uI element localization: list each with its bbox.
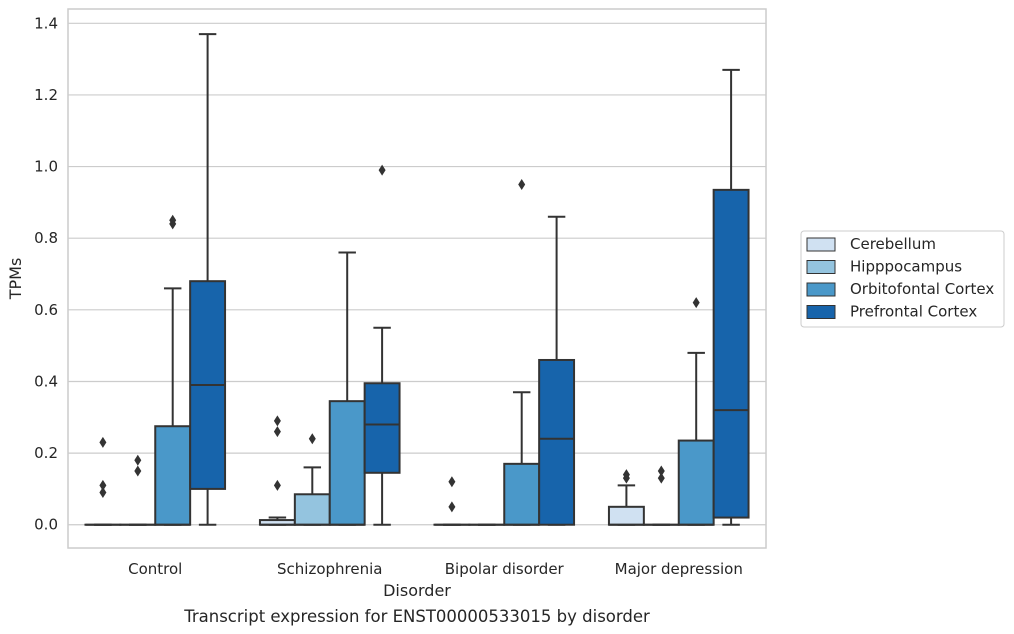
box-bipolar-disorder-prefrontal-cortex [538,215,576,526]
outlier-point [308,433,316,445]
box-bipolar-disorder-cerebellum [433,476,471,526]
y-tick-labels: 0.0 0.2 0.4 0.6 0.8 1.0 1.2 1.4 [34,14,58,533]
outlier-point [622,469,630,481]
x-tick-label-control: Control [128,560,182,578]
legend-frame [800,230,1005,328]
outlier-point [273,479,281,491]
box-schizophrenia-orbitofontal-cortex [328,251,366,526]
outlier-point [99,436,107,448]
legend-swatch-cerebellum [806,237,836,252]
y-tick-label: 0.4 [34,372,58,390]
box-major-depression-hipppocampus [642,465,680,526]
iqr-box [607,505,645,526]
plot-frame [67,8,767,549]
legend-label-prefrontal-cortex: Prefrontal Cortex [850,303,977,321]
x-axis-title: Disorder [383,581,451,600]
iqr-box [154,425,192,526]
outlier-point [448,501,456,513]
iqr-box [538,358,576,526]
iqr-box [677,439,715,526]
iqr-box [293,493,331,526]
chart-caption: Transcript expression for ENST0000053301… [183,607,650,626]
box-control-hipppocampus [119,454,157,526]
box-schizophrenia-prefrontal-cortex [363,164,401,526]
x-tick-label-bipolar-disorder: Bipolar disorder [445,560,565,578]
box-control-orbitofontal-cortex [154,214,192,526]
y-tick-label: 1.0 [34,158,58,176]
legend-swatch-prefrontal-cortex [806,305,836,319]
y-tick-label: 0.6 [34,301,58,319]
legend-swatch-orbitofontal-cortex [806,282,836,297]
y-tick-label: 1.4 [34,14,58,32]
outlier-point [657,472,665,484]
outlier-point [378,164,386,176]
box-major-depression-orbitofontal-cortex [677,297,715,526]
box-major-depression-cerebellum [607,469,645,526]
box-major-depression-prefrontal-cortex [712,68,750,526]
x-tick-label-schizophrenia: Schizophrenia [277,560,382,578]
outlier-point [134,454,142,466]
legend-label-orbitofontal-cortex: Orbitofontal Cortex [850,280,994,298]
box-bipolar-disorder-orbitofontal-cortex [503,178,541,526]
outlier-point [273,426,281,438]
legend-swatch-hipppocampus [806,260,836,274]
box-schizophrenia-hipppocampus [293,433,331,526]
legend: Cerebellum Hipppocampus Orbitofontal Corte… [800,230,1005,328]
iqr-box [712,188,750,519]
boxes [84,33,750,526]
x-tick-labels: Control Schizophrenia Bipolar disorder Majo… [128,560,743,578]
y-axis-title: TPMs [6,258,25,301]
outlier-point [273,415,281,427]
iqr-box [363,382,401,474]
y-tick-label: 0.2 [34,444,58,462]
box-schizophrenia-cerebellum [258,415,296,526]
outlier-point [99,486,107,498]
y-tick-label: 0.0 [34,516,58,534]
iqr-box [328,400,366,526]
outlier-point [518,178,526,190]
outlier-point [134,465,142,477]
outlier-point [657,465,665,477]
outlier-point [692,297,700,309]
x-tick-label-major-depression: Major depression [615,560,743,578]
legend-label-cerebellum: Cerebellum [850,235,936,253]
iqr-box [503,462,541,526]
box-control-prefrontal-cortex [189,33,227,526]
box-control-cerebellum [84,436,122,526]
legend-label-hipppocampus: Hipppocampus [850,258,962,276]
outlier-point [448,476,456,488]
outlier-point [99,479,107,491]
y-tick-label: 0.8 [34,229,58,247]
outlier-point [169,214,177,226]
y-tick-label: 1.2 [34,86,58,104]
